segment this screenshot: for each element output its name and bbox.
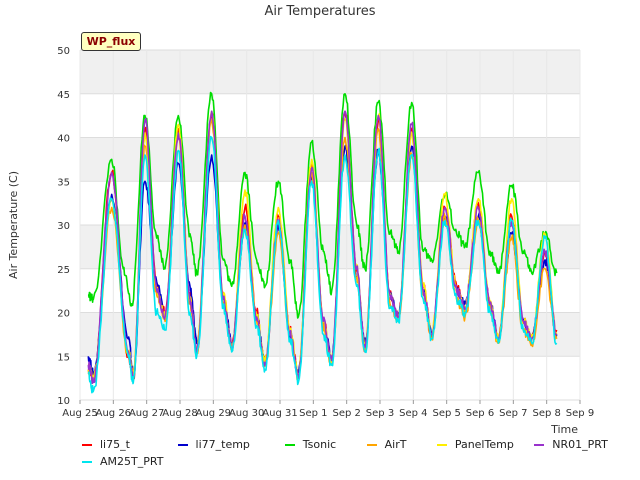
y-tick-label: 50 xyxy=(57,46,70,57)
legend-label: AirT xyxy=(384,438,407,451)
x-tick-label: Aug 28 xyxy=(162,408,197,419)
legend-swatch xyxy=(177,443,188,446)
y-tick-label: 40 xyxy=(57,134,70,145)
y-tick-label: 10 xyxy=(57,396,70,407)
legend-item: Tsonic xyxy=(284,438,367,451)
legend-item: NR01_PRT xyxy=(534,438,622,451)
series-line-am25t-prt xyxy=(87,135,558,394)
legend-swatch xyxy=(82,460,92,463)
series-line-nr01-prt xyxy=(87,110,557,385)
chart-title: Air Temperatures xyxy=(264,4,375,19)
y-tick-label: 25 xyxy=(57,265,70,276)
x-tick-label: Sep 3 xyxy=(366,408,394,419)
y-tick-label: 15 xyxy=(57,352,70,363)
legend-label: AM25T_PRT xyxy=(100,455,164,468)
x-tick-label: Aug 30 xyxy=(229,408,264,419)
x-tick-label: Sep 4 xyxy=(399,408,427,419)
y-tick-label: 35 xyxy=(57,177,70,188)
legend-label: li75_t xyxy=(100,438,130,451)
y-axis-ticks: 10 15 20 25 30 35 40 45 50 xyxy=(57,46,70,407)
x-tick-label: Aug 25 xyxy=(62,408,97,419)
x-tick-label: Sep 2 xyxy=(332,408,360,419)
legend-label: Tsonic xyxy=(302,438,337,451)
legend-item: PanelTemp xyxy=(436,438,534,451)
plot-band xyxy=(80,137,580,182)
x-tick-label: Aug 31 xyxy=(262,408,297,419)
x-tick-label: Sep 7 xyxy=(499,408,527,419)
legend-label: li77_temp xyxy=(195,438,250,451)
plot-band xyxy=(80,181,580,225)
legend-swatch xyxy=(82,443,92,446)
legend-row: AM25T_PRT xyxy=(82,453,622,470)
x-tick-label: Sep 9 xyxy=(566,408,594,419)
chart-legend: li75_t li77_temp Tsonic AirT PanelTemp NR01_P… xyxy=(82,436,622,470)
legend-label: PanelTemp xyxy=(454,438,514,451)
wp-flux-badge: WP_flux xyxy=(81,32,141,51)
legend-swatch xyxy=(284,443,295,446)
plot-bands xyxy=(80,50,580,400)
legend-item: AirT xyxy=(366,438,437,451)
legend-item: AM25T_PRT xyxy=(82,455,180,468)
x-tick-label: Aug 26 xyxy=(96,408,131,419)
series-line-tsonic xyxy=(87,91,558,319)
grid-lines xyxy=(79,49,581,401)
legend-label: NR01_PRT xyxy=(552,438,608,451)
legend-swatch xyxy=(366,443,377,446)
y-axis-label: Air Temperature (C) xyxy=(7,171,20,279)
legend-item: li77_temp xyxy=(177,438,285,451)
x-tick-label: Sep 6 xyxy=(466,408,494,419)
x-axis-label: Time xyxy=(550,423,578,436)
y-tick-label: 45 xyxy=(57,90,70,101)
series-lines xyxy=(87,91,558,394)
legend-swatch xyxy=(436,443,447,446)
x-tick-label: Aug 27 xyxy=(129,408,164,419)
x-tick-label: Sep 1 xyxy=(299,408,327,419)
plot-band xyxy=(80,50,580,94)
legend-item: li75_t xyxy=(82,438,178,451)
x-tick-label: Aug 29 xyxy=(196,408,231,419)
legend-swatch xyxy=(534,443,545,446)
legend-row: li75_t li77_temp Tsonic AirT PanelTemp NR01_P… xyxy=(82,436,622,453)
x-tick-label: Sep 5 xyxy=(432,408,460,419)
y-tick-label: 30 xyxy=(57,221,70,232)
plot-band xyxy=(80,93,580,138)
y-tick-label: 20 xyxy=(57,309,70,320)
x-tick-label: Sep 8 xyxy=(532,408,560,419)
